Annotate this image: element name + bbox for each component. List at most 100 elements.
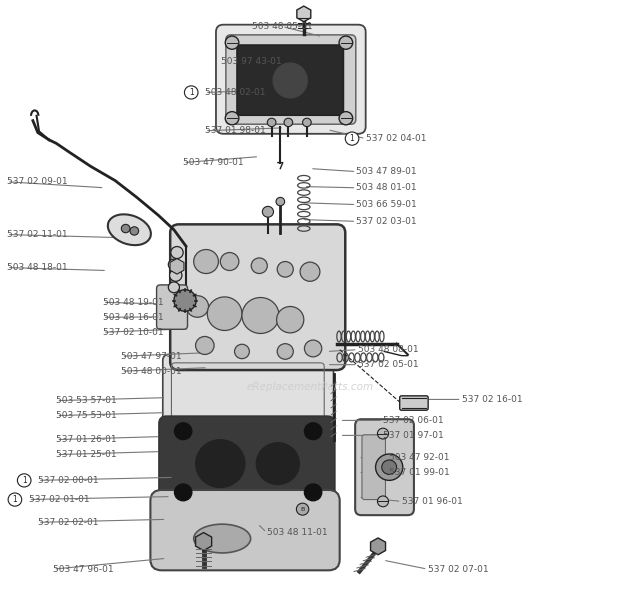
- Circle shape: [122, 224, 130, 233]
- Circle shape: [225, 36, 239, 49]
- FancyBboxPatch shape: [226, 35, 356, 124]
- Circle shape: [277, 344, 293, 359]
- Circle shape: [186, 296, 208, 317]
- Text: 537 02 01-01: 537 02 01-01: [29, 495, 89, 504]
- Circle shape: [184, 86, 198, 99]
- FancyBboxPatch shape: [151, 490, 340, 570]
- FancyBboxPatch shape: [237, 45, 343, 115]
- Circle shape: [195, 337, 214, 355]
- Circle shape: [225, 112, 239, 125]
- Circle shape: [304, 340, 322, 357]
- Circle shape: [174, 423, 192, 439]
- Circle shape: [378, 496, 389, 507]
- Text: 503 97 43-01: 503 97 43-01: [221, 57, 281, 66]
- Circle shape: [251, 258, 267, 273]
- Circle shape: [277, 307, 304, 333]
- Text: eReplacementParts.com: eReplacementParts.com: [246, 382, 374, 392]
- Circle shape: [195, 439, 245, 487]
- Circle shape: [8, 493, 22, 506]
- Circle shape: [170, 269, 182, 281]
- Text: 537 01 97-01: 537 01 97-01: [383, 431, 444, 440]
- Circle shape: [300, 262, 320, 281]
- Circle shape: [376, 454, 403, 480]
- Text: 503 48 11-01: 503 48 11-01: [267, 528, 327, 537]
- Circle shape: [174, 290, 196, 311]
- Text: 503 75 53-01: 503 75 53-01: [56, 411, 117, 420]
- FancyBboxPatch shape: [163, 355, 334, 430]
- Text: 1: 1: [350, 134, 355, 143]
- Circle shape: [339, 112, 353, 125]
- Text: 503 47 90-01: 503 47 90-01: [183, 158, 244, 167]
- Circle shape: [284, 118, 293, 127]
- Text: 503 48 01-01: 503 48 01-01: [356, 183, 417, 192]
- Circle shape: [207, 297, 242, 331]
- Ellipse shape: [193, 524, 250, 553]
- Circle shape: [382, 460, 397, 474]
- Text: 503 53 57-01: 503 53 57-01: [56, 396, 117, 405]
- FancyBboxPatch shape: [170, 224, 345, 370]
- Circle shape: [304, 423, 322, 439]
- Text: B: B: [301, 507, 304, 511]
- Circle shape: [169, 282, 179, 293]
- FancyBboxPatch shape: [355, 419, 414, 515]
- Circle shape: [256, 442, 299, 484]
- Text: 537 01 96-01: 537 01 96-01: [402, 497, 463, 506]
- Text: 537 02 04-01: 537 02 04-01: [366, 134, 426, 143]
- Text: 537 02 03-01: 537 02 03-01: [356, 217, 417, 226]
- Text: 503 47 96-01: 503 47 96-01: [53, 564, 114, 573]
- Text: 537 01 99-01: 537 01 99-01: [389, 468, 450, 477]
- Text: 503 47 92-01: 503 47 92-01: [389, 453, 450, 462]
- Text: 503 47 97-01: 503 47 97-01: [122, 352, 182, 361]
- Text: 503 48 18-01: 503 48 18-01: [7, 263, 68, 272]
- Text: 503 48 19-01: 503 48 19-01: [103, 298, 164, 307]
- Circle shape: [234, 344, 249, 359]
- Text: 537 02 05-01: 537 02 05-01: [358, 360, 418, 369]
- Circle shape: [130, 227, 139, 235]
- Text: 537 02 06-01: 537 02 06-01: [383, 416, 444, 425]
- Circle shape: [220, 252, 239, 270]
- Circle shape: [262, 206, 273, 217]
- Circle shape: [339, 36, 353, 49]
- FancyBboxPatch shape: [362, 435, 386, 499]
- Text: 503 48 02-01: 503 48 02-01: [205, 88, 265, 97]
- Text: 537 02 09-01: 537 02 09-01: [7, 177, 68, 186]
- Text: 503 66 59-01: 503 66 59-01: [356, 200, 417, 209]
- Text: 503 48 00-01: 503 48 00-01: [122, 367, 182, 376]
- Circle shape: [304, 484, 322, 501]
- Text: 503 48 16-01: 503 48 16-01: [103, 313, 164, 322]
- Circle shape: [171, 246, 183, 258]
- Circle shape: [267, 118, 276, 127]
- Text: 503 47 89-01: 503 47 89-01: [356, 167, 417, 176]
- Circle shape: [303, 118, 311, 127]
- FancyBboxPatch shape: [400, 396, 428, 410]
- Text: 503 48 08-01: 503 48 08-01: [358, 345, 418, 354]
- Circle shape: [242, 297, 279, 334]
- Circle shape: [193, 249, 218, 273]
- Circle shape: [345, 132, 359, 145]
- Text: 537 01 25-01: 537 01 25-01: [56, 450, 117, 459]
- Ellipse shape: [273, 63, 308, 98]
- Circle shape: [276, 197, 285, 206]
- Text: 1: 1: [12, 495, 17, 504]
- Circle shape: [169, 259, 179, 270]
- Text: 537 02 11-01: 537 02 11-01: [7, 230, 68, 239]
- Text: 537 02 07-01: 537 02 07-01: [428, 564, 488, 573]
- FancyBboxPatch shape: [157, 285, 187, 329]
- Circle shape: [378, 429, 389, 439]
- Text: 537 02 10-01: 537 02 10-01: [103, 328, 164, 337]
- Text: 1: 1: [22, 476, 27, 485]
- Text: 537 01 98-01: 537 01 98-01: [205, 126, 265, 135]
- Circle shape: [17, 474, 31, 487]
- Text: 537 02 02-01: 537 02 02-01: [38, 518, 99, 527]
- FancyBboxPatch shape: [216, 25, 366, 134]
- Text: 1: 1: [189, 88, 193, 97]
- Circle shape: [277, 261, 293, 277]
- Circle shape: [174, 484, 192, 501]
- Circle shape: [296, 503, 309, 515]
- Text: 537 02 16-01: 537 02 16-01: [461, 395, 522, 404]
- FancyBboxPatch shape: [159, 416, 335, 508]
- Text: 537 02 00-01: 537 02 00-01: [38, 476, 99, 485]
- Text: 503 48 05-01: 503 48 05-01: [252, 22, 312, 31]
- Text: 537 01 26-01: 537 01 26-01: [56, 435, 117, 444]
- Ellipse shape: [108, 215, 151, 245]
